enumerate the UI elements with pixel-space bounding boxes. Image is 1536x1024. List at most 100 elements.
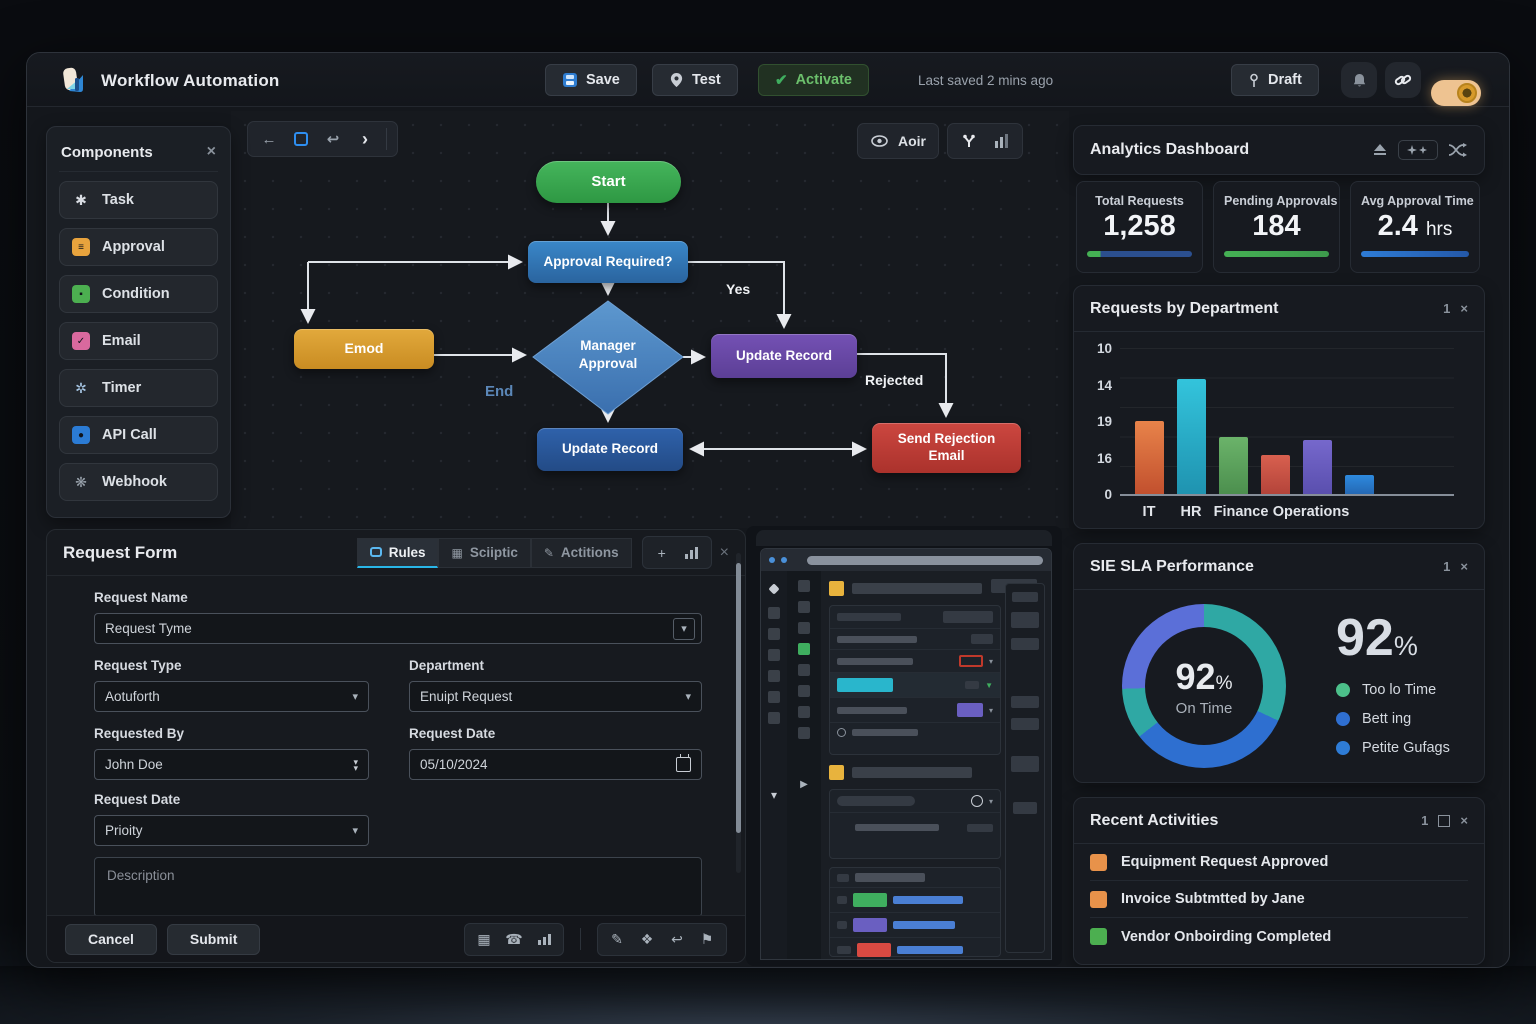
preview-section-header: [829, 765, 997, 780]
priority-select[interactable]: Prioity ▾: [94, 815, 369, 846]
link-icon: [1394, 71, 1412, 89]
sparkle-settings-icon[interactable]: [1398, 140, 1438, 160]
form-title: Request Form: [63, 542, 178, 562]
y-tick: 19: [1096, 414, 1112, 429]
tab-actions[interactable]: ✎ Actitions: [530, 537, 632, 568]
export-icon[interactable]: [1372, 143, 1388, 157]
description-placeholder: Description: [107, 868, 175, 883]
workflow-canvas[interactable]: ← ↩ › Aoir: [231, 111, 1069, 528]
component-item-condition[interactable]: ▪ Condition: [59, 275, 218, 313]
form-scrollbar[interactable]: [736, 553, 741, 873]
flow-node-start[interactable]: Start: [536, 161, 681, 203]
close-icon[interactable]: ×: [206, 143, 216, 160]
scrollbar-thumb[interactable]: [736, 563, 741, 833]
description-textarea[interactable]: Description: [94, 857, 702, 917]
calendar-icon[interactable]: [676, 754, 691, 772]
shuffle-icon[interactable]: [1448, 143, 1468, 157]
activity-row[interactable]: Equipment Request Approved: [1090, 844, 1468, 881]
tab-rules[interactable]: Rules: [356, 537, 439, 568]
component-item-approval[interactable]: ≡ Approval: [59, 228, 218, 266]
activity-row[interactable]: Vendor Onboirding Completed: [1090, 918, 1468, 955]
footer-divider: [580, 928, 581, 950]
flow-node-approval-required[interactable]: Approval Required?: [528, 241, 688, 283]
bar-HR: [1177, 379, 1206, 494]
component-label: API Call: [102, 427, 157, 443]
notifications-button[interactable]: [1341, 62, 1377, 98]
component-item-api-call[interactable]: ● API Call: [59, 416, 218, 454]
sla-card-title: SIE SLA Performance: [1090, 557, 1254, 575]
table-icon[interactable]: ▦: [477, 930, 491, 947]
address-bar: [807, 555, 1043, 565]
email-icon: ✓: [72, 332, 90, 350]
phone-icon[interactable]: ☎: [505, 930, 523, 947]
tab-script[interactable]: ▦ Sciiptic: [438, 537, 531, 568]
close-icon[interactable]: ×: [1460, 813, 1468, 828]
link-button[interactable]: [1385, 62, 1421, 98]
component-item-task[interactable]: ✱ Task: [59, 181, 218, 219]
bar-series3: [1261, 455, 1290, 494]
purple-chip: [956, 703, 983, 717]
frame-select-icon[interactable]: [286, 125, 316, 153]
field-value: Request Tyme: [105, 621, 192, 636]
flow-node-manager-approval[interactable]: Manager Approval: [578, 338, 638, 371]
department-select[interactable]: Enuipt Request ▾: [409, 681, 702, 712]
timer-icon: ✲: [75, 379, 87, 396]
undo-icon[interactable]: ↩: [671, 930, 683, 947]
flow-node-update-record-approved[interactable]: Update Record: [711, 334, 857, 378]
view-mode-button[interactable]: Aoir: [857, 123, 939, 159]
close-icon[interactable]: ×: [1460, 301, 1468, 316]
donut-center-value: 92: [1175, 655, 1216, 697]
y-tick: 0: [1104, 487, 1112, 502]
levels-icon[interactable]: [677, 540, 707, 565]
cancel-button[interactable]: Cancel: [65, 923, 157, 955]
activity-text: Equipment Request Approved: [1121, 854, 1329, 870]
layers-icon[interactable]: ❖: [640, 930, 654, 947]
expand-icon[interactable]: [1438, 814, 1451, 827]
card-badge: 1: [1443, 301, 1451, 316]
teal-chip: [837, 678, 893, 692]
requested-by-select[interactable]: John Doe ▾ ▾: [94, 749, 369, 780]
flow-node-send-rejection-email[interactable]: Send Rejection Email: [872, 423, 1021, 473]
close-icon[interactable]: ×: [719, 543, 729, 561]
rules-icon: [369, 547, 382, 557]
draft-pin-icon: [1248, 73, 1260, 88]
redo-icon[interactable]: ↩: [326, 131, 340, 148]
component-item-webhook[interactable]: ❋ Webhook: [59, 463, 218, 501]
edge-label-yes: Yes: [726, 281, 751, 297]
component-item-email[interactable]: ✓ Email: [59, 322, 218, 360]
component-label: Timer: [102, 380, 142, 396]
branch-stats-button[interactable]: [947, 123, 1023, 159]
flow-node-email[interactable]: Emod: [294, 329, 434, 369]
back-arrow-icon[interactable]: ←: [261, 130, 277, 148]
add-icon[interactable]: +: [657, 544, 666, 561]
component-label: Webhook: [102, 474, 167, 490]
activate-button[interactable]: ✔ Activate: [758, 64, 869, 96]
activity-row[interactable]: Invoice Subtmtted by Jane: [1090, 881, 1468, 918]
flow-node-update-record[interactable]: Update Record: [537, 428, 683, 471]
preview-list-panel: ▾: [829, 789, 1001, 859]
submit-button[interactable]: Submit: [166, 923, 261, 955]
app-preview-thumbnail[interactable]: ▾ ▶ ▾ ▼: [746, 526, 1062, 966]
draft-button[interactable]: Draft: [1231, 64, 1319, 96]
request-name-input[interactable]: Request Tyme ▾: [94, 613, 702, 644]
toggle-knob: [1457, 82, 1477, 103]
bar-chart-icon[interactable]: [529, 927, 559, 952]
edit-icon[interactable]: ✎: [611, 930, 623, 947]
preview-section-header: [829, 581, 997, 596]
flag-icon[interactable]: ⚑: [700, 930, 714, 947]
stat-value: 1,258: [1103, 210, 1176, 242]
last-saved-text: Last saved 2 mins ago: [918, 73, 1054, 88]
request-type-select[interactable]: Aotuforth ▾: [94, 681, 369, 712]
component-item-timer[interactable]: ✲ Timer: [59, 369, 218, 407]
close-icon[interactable]: ×: [1460, 559, 1468, 574]
theme-toggle[interactable]: [1431, 79, 1481, 106]
test-button[interactable]: Test: [652, 64, 738, 96]
chevron-down-icon[interactable]: ▾: [673, 617, 695, 640]
request-date-input[interactable]: 05/10/2024: [409, 749, 702, 780]
double-chevron-icon: ▾ ▾: [353, 756, 358, 773]
page-title: Workflow Automation: [101, 71, 280, 90]
save-button[interactable]: Save: [545, 64, 637, 96]
forward-chevron-icon[interactable]: ›: [362, 128, 368, 149]
donut-center-unit: %: [1215, 672, 1233, 694]
